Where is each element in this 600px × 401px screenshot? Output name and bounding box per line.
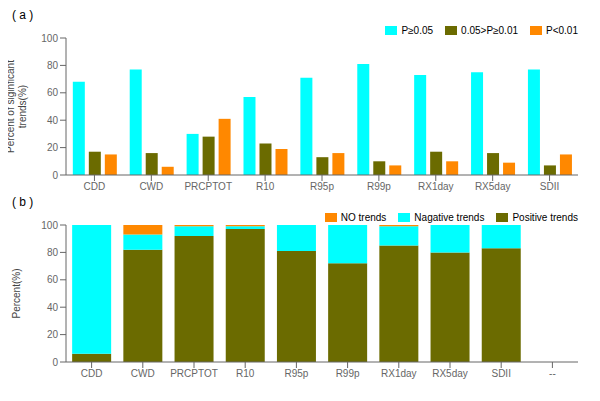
svg-text:20: 20 — [47, 329, 59, 340]
svg-text:CWD: CWD — [131, 368, 155, 379]
svg-text:PRCPTOT: PRCPTOT — [184, 181, 232, 192]
html-text:0.05>P≥0.01: 0.05>P≥0.01 — [461, 25, 518, 36]
svg-text:40: 40 — [47, 115, 59, 126]
html-text:( b ): ( b ) — [12, 195, 34, 209]
html-text:Positive trends: Positive trends — [512, 212, 578, 223]
svg-text:CDD: CDD — [84, 181, 106, 192]
html-text:P≥0.05: P≥0.05 — [401, 25, 434, 36]
svg-text:R95p: R95p — [284, 368, 308, 379]
svg-text:0: 0 — [52, 170, 58, 181]
svg-text:20: 20 — [47, 142, 59, 153]
svg-text:R99p: R99p — [367, 181, 391, 192]
svg-text:PRCPTOT: PRCPTOT — [170, 368, 218, 379]
html-text:P<0.01: P<0.01 — [546, 25, 578, 36]
svg-text:R10: R10 — [256, 181, 275, 192]
svg-text:RX1day: RX1day — [418, 181, 454, 192]
svg-text:SDII: SDII — [491, 368, 510, 379]
svg-text:60: 60 — [47, 87, 59, 98]
svg-text:R10: R10 — [236, 368, 255, 379]
svg-text:100: 100 — [41, 220, 58, 231]
html-text:Nagative trends: Nagative trends — [414, 212, 485, 223]
svg-text:RX5day: RX5day — [475, 181, 511, 192]
svg-text:60: 60 — [47, 274, 59, 285]
svg-text:SDII: SDII — [540, 181, 559, 192]
svg-text:Percent(%): Percent(%) — [11, 268, 22, 318]
svg-text:Percent of siginficanttrends(%: Percent of siginficanttrends(%) — [8, 60, 28, 153]
svg-text:100: 100 — [41, 33, 58, 44]
html-text:NO trends: NO trends — [340, 212, 387, 223]
svg-text:RX1day: RX1day — [381, 368, 417, 379]
svg-text:--: -- — [549, 368, 556, 379]
html-text:( a ): ( a ) — [12, 8, 34, 22]
svg-text:40: 40 — [47, 302, 59, 313]
svg-text:80: 80 — [47, 60, 59, 71]
svg-text:80: 80 — [47, 247, 59, 258]
svg-text:CDD: CDD — [81, 368, 103, 379]
svg-text:CWD: CWD — [139, 181, 163, 192]
svg-text:RX5day: RX5day — [432, 368, 468, 379]
svg-text:R95p: R95p — [310, 181, 334, 192]
svg-text:0: 0 — [52, 357, 58, 368]
svg-text:R99p: R99p — [336, 368, 360, 379]
